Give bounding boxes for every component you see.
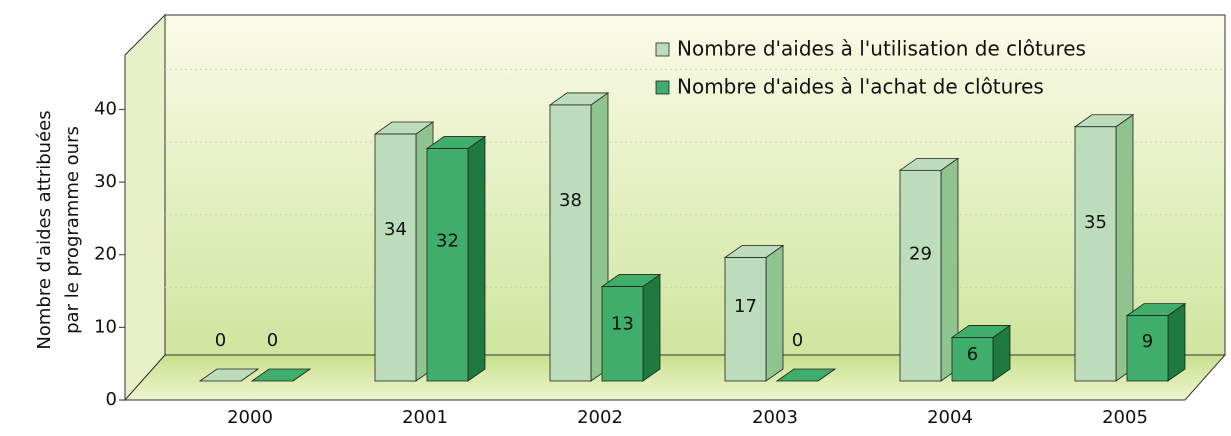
bar (951, 337, 994, 382)
back-wall (164, 14, 1226, 356)
side-wall (124, 13, 166, 402)
bar (601, 286, 644, 382)
bar-side (765, 244, 784, 382)
bar (899, 169, 942, 382)
x-tick-label: 2004 (927, 407, 973, 428)
bar (1126, 315, 1169, 382)
bar (549, 104, 592, 382)
data-label: 29 (909, 244, 932, 265)
bar (374, 133, 417, 382)
bar-side (467, 135, 486, 382)
bar (1074, 126, 1117, 382)
data-label: 17 (734, 296, 757, 317)
legend-label: Nombre d'aides à l'utilisation de clôtur… (677, 37, 1086, 61)
y-axis-title: par le programme ours (62, 126, 83, 334)
x-tick-label: 2003 (752, 407, 798, 428)
data-label: 9 (1142, 331, 1153, 352)
y-tick-label: 40 (94, 98, 117, 119)
data-label: 0 (215, 330, 226, 351)
legend-swatch (655, 42, 670, 57)
y-tick-label: 0 (106, 389, 117, 410)
y-tick-label: 20 (94, 244, 117, 265)
data-label: 34 (384, 219, 407, 240)
legend-swatch (655, 80, 670, 95)
data-label: 32 (436, 231, 459, 252)
data-label: 13 (611, 313, 634, 334)
bar (426, 148, 469, 382)
data-label: 38 (559, 190, 582, 211)
bar-side (1167, 302, 1186, 382)
bar (724, 257, 767, 382)
x-tick-label: 2000 (227, 407, 273, 428)
data-label: 0 (792, 330, 803, 351)
y-tick-label: 30 (94, 171, 117, 192)
legend-label: Nombre d'aides à l'achat de clôtures (677, 75, 1044, 99)
bar-top (775, 368, 837, 382)
y-axis-title: Nombre d'aides attribuées (34, 110, 55, 349)
bar-top (198, 368, 260, 382)
x-tick-label: 2001 (402, 407, 448, 428)
data-label: 6 (967, 344, 978, 365)
y-tick-label: 10 (94, 316, 117, 337)
bar-side (642, 273, 661, 382)
bar-top (250, 368, 312, 382)
x-tick-label: 2002 (577, 407, 623, 428)
x-tick-label: 2005 (1102, 407, 1148, 428)
data-label: 35 (1084, 212, 1107, 233)
data-label: 0 (267, 330, 278, 351)
